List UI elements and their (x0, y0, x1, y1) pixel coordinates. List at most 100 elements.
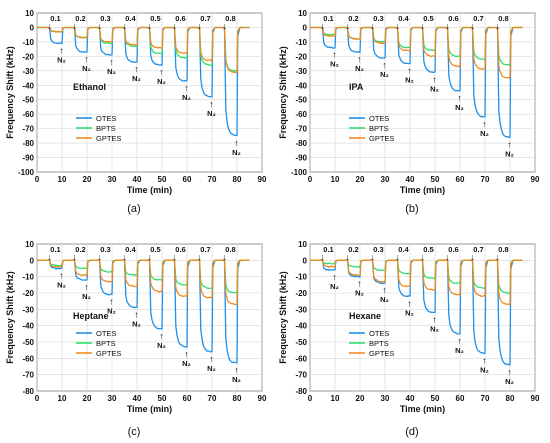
exposure-arrow-icon: ↓ (172, 21, 177, 31)
exposure-arrow-icon: ↓ (420, 252, 425, 262)
concentration-label: 0.3 (100, 14, 110, 23)
y-axis-label: Frequency Shift (kHz) (5, 46, 15, 139)
y-tick-label: -20 (295, 289, 307, 298)
x-tick-label: 40 (133, 175, 142, 184)
y-tick-label: -100 (18, 168, 35, 177)
purge-label: N₂ (480, 365, 489, 374)
purge-label: N₂ (57, 281, 66, 290)
concentration-label: 0.8 (498, 14, 508, 23)
purge-arrow-icon: ↑ (159, 331, 164, 341)
purge-arrow-icon: ↑ (209, 354, 214, 364)
concentration-label: 0.8 (225, 14, 235, 23)
exposure-arrow-icon: ↓ (222, 252, 227, 262)
panel-label: (c) (128, 426, 141, 438)
purge-arrow-icon: ↑ (507, 367, 512, 377)
legend-label: BPTS (96, 339, 116, 348)
purge-label: N₂ (107, 307, 116, 316)
exposure-arrow-icon: ↓ (445, 21, 450, 31)
x-tick-label: 60 (183, 394, 192, 403)
x-tick-label: 70 (208, 394, 217, 403)
y-tick-label: -40 (22, 322, 34, 331)
concentration-label: 0.7 (473, 14, 483, 23)
concentration-label: 0.2 (348, 14, 358, 23)
purge-arrow-icon: ↑ (209, 99, 214, 109)
y-tick-label: 0 (30, 256, 35, 265)
analyte-label: Heptane (73, 311, 109, 321)
legend-label: GPTES (369, 349, 394, 358)
purge-label: N₂ (57, 55, 66, 64)
purge-label: N₂ (505, 149, 514, 158)
concentration-label: 0.8 (225, 245, 235, 254)
exposure-arrow-icon: ↓ (147, 252, 152, 262)
chart-panel-3: 100-10-20-30-40-50-60-70-800 10 20 30 40 50 60… (5, 240, 267, 438)
x-tick-label: 20 (83, 175, 92, 184)
y-tick-label: -30 (22, 305, 34, 314)
y-tick-label: 0 (303, 256, 308, 265)
purge-arrow-icon: ↑ (407, 298, 412, 308)
x-tick-label: 90 (258, 175, 267, 184)
purge-label: N₂ (330, 282, 339, 291)
x-tick-label: 30 (381, 394, 390, 403)
legend-label: GPTES (369, 134, 394, 143)
purge-arrow-icon: ↑ (234, 138, 239, 148)
purge-arrow-icon: ↑ (84, 282, 89, 292)
concentration-label: 0.3 (100, 245, 110, 254)
x-tick-label: 20 (356, 175, 365, 184)
x-tick-label: 50 (431, 394, 440, 403)
y-tick-label: -10 (295, 38, 307, 47)
y-tick-label: 10 (298, 9, 307, 18)
exposure-arrow-icon: ↓ (122, 252, 127, 262)
concentration-label: 0.2 (348, 245, 358, 254)
y-tick-label: 0 (303, 23, 308, 32)
exposure-arrow-icon: ↓ (222, 21, 227, 31)
panel-label: (a) (127, 203, 140, 215)
purge-label: N₂ (505, 377, 514, 386)
purge-label: N₂ (405, 308, 414, 317)
y-axis-label: Frequency Shift (kHz) (278, 271, 288, 364)
purge-label: N₂ (182, 93, 191, 102)
panel-label: (d) (405, 426, 418, 438)
y-axis-label: Frequency Shift (kHz) (278, 46, 288, 139)
purge-label: N₂ (330, 60, 339, 69)
y-tick-label: -10 (22, 273, 34, 282)
exposure-arrow-icon: ↓ (97, 252, 102, 262)
purge-label: N₂ (430, 325, 439, 334)
purge-arrow-icon: ↑ (507, 139, 512, 149)
y-tick-label: -50 (295, 96, 307, 105)
purge-arrow-icon: ↑ (184, 83, 189, 93)
purge-arrow-icon: ↑ (382, 60, 387, 70)
y-tick-label: -50 (295, 338, 307, 347)
exposure-arrow-icon: ↓ (445, 252, 450, 262)
exposure-arrow-icon: ↓ (470, 21, 475, 31)
exposure-arrow-icon: ↓ (197, 21, 202, 31)
exposure-arrow-icon: ↓ (122, 21, 127, 31)
legend-label: OTES (369, 114, 389, 123)
y-tick-label: -20 (22, 289, 34, 298)
x-tick-label: 20 (83, 394, 92, 403)
y-axis-label: Frequency Shift (kHz) (5, 271, 15, 364)
concentration-label: 0.7 (200, 245, 210, 254)
purge-arrow-icon: ↑ (332, 50, 337, 60)
purge-label: N₂ (207, 109, 216, 118)
x-tick-label: 80 (506, 175, 515, 184)
x-tick-label: 80 (233, 175, 242, 184)
y-tick-label: -30 (295, 305, 307, 314)
purge-label: N₂ (157, 341, 166, 350)
y-tick-label: -20 (22, 52, 34, 61)
purge-arrow-icon: ↑ (109, 297, 114, 307)
purge-arrow-icon: ↑ (482, 355, 487, 365)
purge-arrow-icon: ↑ (332, 272, 337, 282)
y-tick-label: -60 (295, 110, 307, 119)
purge-label: N₂ (232, 375, 241, 384)
chart-panel-4: 100-10-20-30-40-50-60-70-800 10 20 30 40 50 60… (278, 240, 540, 438)
concentration-label: 0.5 (150, 245, 160, 254)
x-tick-label: 80 (233, 394, 242, 403)
exposure-arrow-icon: ↓ (147, 21, 152, 31)
x-tick-label: 30 (381, 175, 390, 184)
series-line-gptes (37, 26, 250, 74)
exposure-arrow-icon: ↓ (72, 21, 77, 31)
x-tick-label: 10 (58, 394, 67, 403)
exposure-arrow-icon: ↓ (345, 252, 350, 262)
legend-label: OTES (96, 114, 116, 123)
